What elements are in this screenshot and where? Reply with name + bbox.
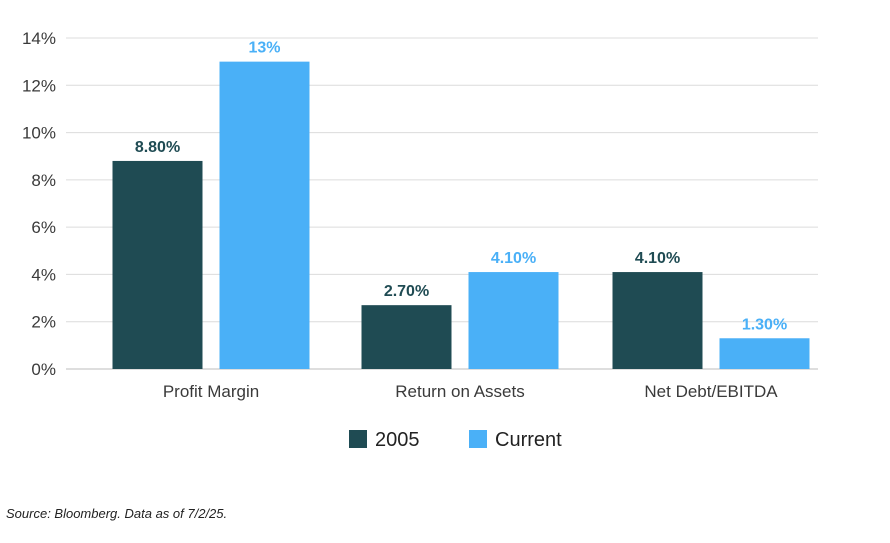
legend: 2005 Current (349, 429, 562, 451)
y-tick-label: 6% (31, 218, 56, 237)
y-tick-label: 0% (31, 360, 56, 379)
data-label: 1.30% (742, 316, 787, 333)
y-axis-ticks: 0% 2% 4% 6% 8% 10% 12% 14% (22, 29, 56, 379)
data-label: 4.10% (635, 250, 680, 267)
y-tick-label: 2% (31, 313, 56, 332)
source-footnote: Source: Bloomberg. Data as of 7/2/25. (6, 506, 228, 521)
category-label: Profit Margin (163, 382, 259, 401)
y-tick-label: 10% (22, 124, 56, 143)
bar (719, 338, 810, 369)
y-tick-label: 14% (22, 29, 56, 48)
bar (468, 272, 559, 369)
y-tick-label: 12% (22, 76, 56, 95)
data-labels: 8.80% 13% 2.70% 4.10% 4.10% 1.30% (135, 40, 787, 334)
bars (112, 61, 810, 370)
data-label: 8.80% (135, 139, 180, 156)
data-label: 13% (248, 40, 280, 57)
bar (612, 272, 703, 369)
bar (219, 61, 310, 370)
y-tick-label: 8% (31, 171, 56, 190)
bar (361, 305, 452, 369)
data-label: 4.10% (491, 250, 536, 267)
data-label: 2.70% (384, 283, 429, 300)
legend-swatch (469, 430, 487, 448)
y-tick-label: 4% (31, 265, 56, 284)
legend-label: 2005 (375, 429, 420, 451)
legend-swatch (349, 430, 367, 448)
category-labels: Profit Margin Return on Assets Net Debt/EB… (163, 382, 778, 401)
bar (112, 160, 203, 369)
category-label: Return on Assets (395, 382, 524, 401)
category-label: Net Debt/EBITDA (644, 382, 778, 401)
legend-label: Current (495, 429, 562, 451)
